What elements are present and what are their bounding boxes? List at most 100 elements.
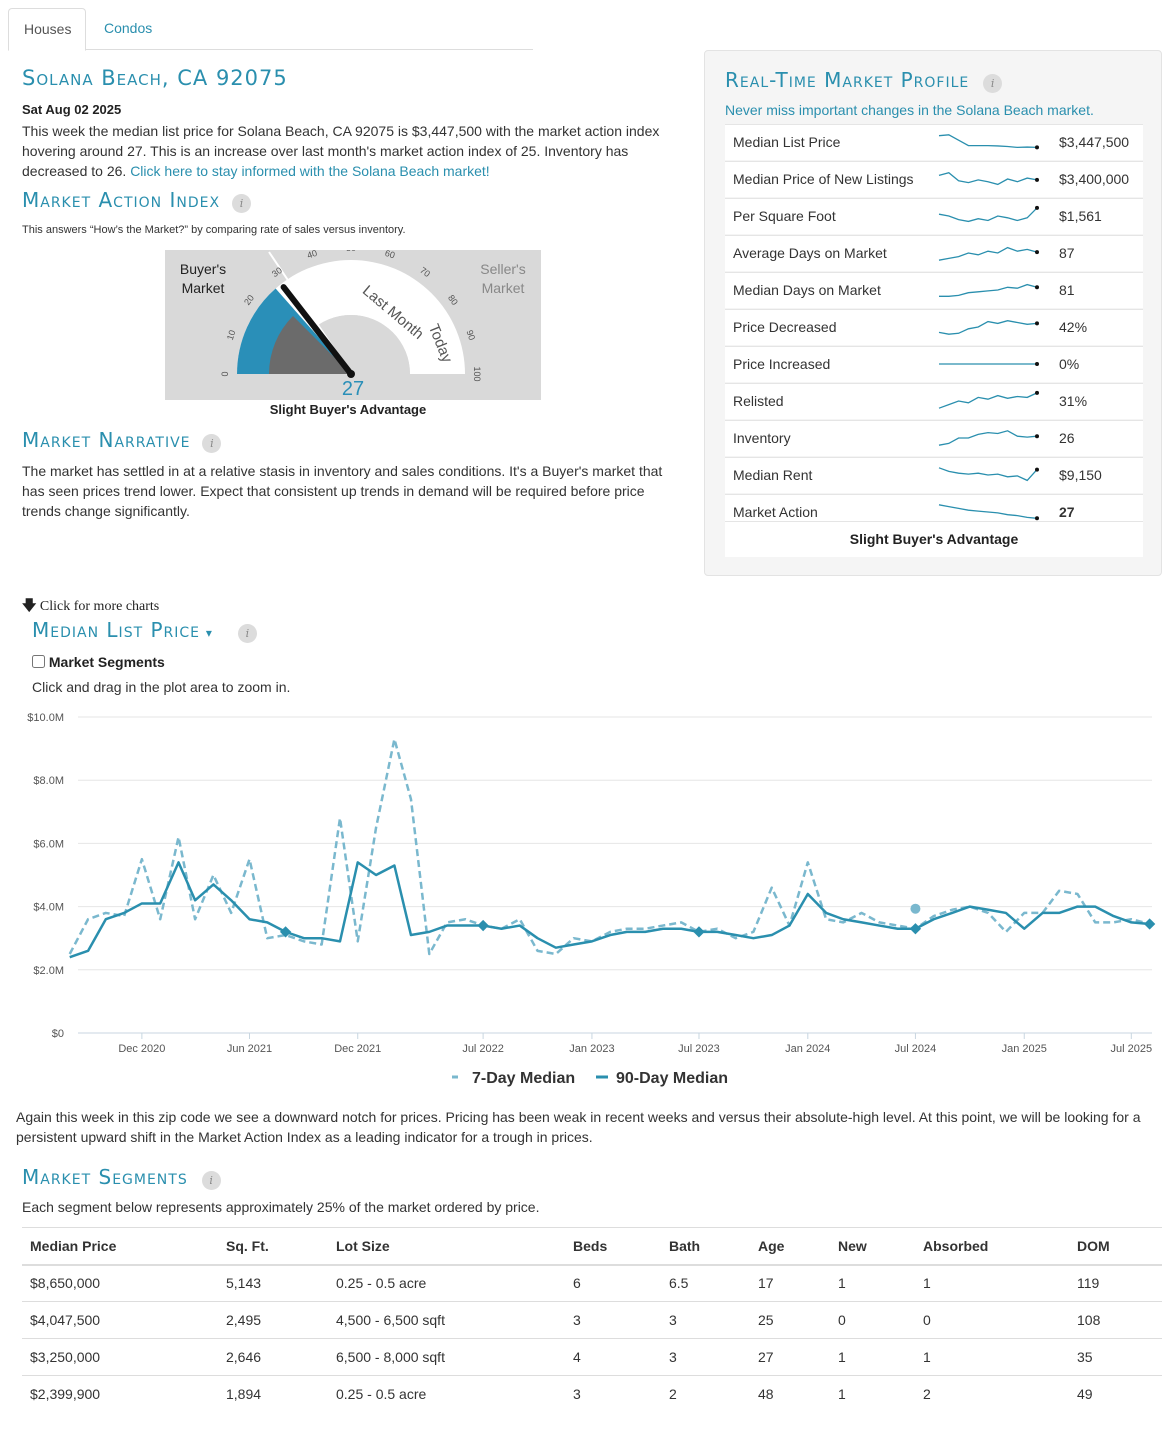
profile-subtitle[interactable]: Never miss important changes in the Sola… <box>725 102 1094 118</box>
table-cell: 2,495 <box>218 1301 328 1339</box>
table-cell: 1 <box>830 1264 915 1302</box>
profile-sparkline <box>938 320 1039 335</box>
table-cell: $8,650,000 <box>22 1264 218 1302</box>
table-cell: 0.25 - 0.5 acre <box>328 1375 565 1413</box>
gauge-tick-labels: 0 10 20 30 40 50 60 70 80 90 100 <box>220 243 482 382</box>
legend-label[interactable]: 90-Day Median <box>616 1070 728 1087</box>
arrow-down-icon: 🡇 <box>22 599 37 614</box>
profile-row[interactable]: Price Decreased 42% <box>725 309 1143 345</box>
profile-row[interactable]: Median Rent $9,150 <box>725 457 1143 493</box>
market-profile-panel: Real-Time Market Profile i Never miss im… <box>704 50 1162 576</box>
chart-info-icon[interactable]: i <box>237 623 257 643</box>
segments-column-header: Sq. Ft. <box>218 1227 328 1266</box>
profile-row[interactable]: Relisted 31% <box>725 383 1143 419</box>
sparkline-line <box>938 392 1038 409</box>
profile-row-label: Price Increased <box>733 356 831 372</box>
gauge-tick-label: 80 <box>446 293 460 307</box>
segments-heading: Market Segments i <box>22 1165 221 1190</box>
legend-label[interactable]: 7-Day Median <box>472 1070 575 1087</box>
market-segments-toggle[interactable]: Market Segments <box>32 654 165 670</box>
profile-row[interactable]: Median Price of New Listings $3,400,000 <box>725 161 1143 197</box>
sparkline-line <box>938 207 1038 223</box>
table-cell: 35 <box>1069 1338 1162 1376</box>
series-7-day-median <box>68 737 1150 956</box>
sparkline-line <box>938 246 1038 261</box>
narrative-info-icon[interactable]: i <box>202 433 222 453</box>
summary-paragraph: This week the median list price for Sola… <box>22 121 672 181</box>
profile-row-label: Per Square Foot <box>733 208 836 224</box>
chart-series <box>68 737 1156 959</box>
market-segments-checkbox[interactable] <box>32 655 45 668</box>
table-cell: 1 <box>915 1338 1069 1376</box>
segments-column-header: Age <box>750 1227 830 1266</box>
x-tick-label: Jan 2025 <box>1002 1043 1047 1055</box>
profile-row-value: 87 <box>1059 245 1075 261</box>
table-cell: $4,047,500 <box>22 1301 218 1339</box>
x-tick-label: Jul 2023 <box>678 1043 720 1055</box>
table-cell: 27 <box>750 1338 830 1376</box>
location-title: Solana Beach, CA 92075 <box>22 66 288 90</box>
narrative-heading: Market Narrative i <box>22 428 222 453</box>
median-list-price-chart[interactable]: $0 $2.0M $4.0M $6.0M $8.0M $10.0M Dec 2020 Jun… <box>0 700 1172 1095</box>
profile-row[interactable]: Inventory 26 <box>725 420 1143 456</box>
profile-row[interactable]: Per Square Foot $1,561 <box>725 198 1143 234</box>
sparkline-line <box>938 320 1038 335</box>
more-charts-toggle[interactable]: 🡇 Click for more charts <box>22 595 159 619</box>
x-tick-label: Dec 2020 <box>118 1043 165 1055</box>
more-charts-label: Click for more charts <box>39 599 160 614</box>
gauge-tick-label: 50 <box>346 250 356 253</box>
sparkline-end-dot <box>1035 434 1039 439</box>
y-tick-label: $10.0M <box>27 712 64 724</box>
mai-title: Market Action Index <box>22 188 221 212</box>
profile-row-value: $3,400,000 <box>1059 171 1130 187</box>
profile-sparkline <box>938 205 1039 223</box>
chart-title[interactable]: Median List Price <box>32 618 201 642</box>
segments-column-header: Lot Size <box>328 1227 565 1266</box>
profile-row-value: 31% <box>1059 393 1088 409</box>
profile-row-label: Average Days on Market <box>733 245 887 261</box>
caret-down-icon[interactable]: ▾ <box>205 626 212 640</box>
stay-informed-link[interactable]: Click here to stay informed with the Sol… <box>130 163 490 179</box>
gauge-tick-label: 30 <box>270 265 284 279</box>
table-row: $3,250,000 2,646 6,500 - 8,000 sqft 4 3 27 1 1 3… <box>22 1338 1162 1376</box>
table-cell: 25 <box>750 1301 830 1339</box>
profile-row-label: Inventory <box>733 430 791 446</box>
sparkline-line <box>938 134 1038 149</box>
table-cell: 5,143 <box>218 1264 328 1302</box>
table-cell: 0 <box>915 1301 1069 1339</box>
table-cell: $2,399,900 <box>22 1375 218 1413</box>
gauge-tick-label: 90 <box>465 329 478 342</box>
profile-row[interactable]: Average Days on Market 87 <box>725 235 1143 271</box>
table-row: $8,650,000 5,143 0.25 - 0.5 acre 6 6.5 17 1 1 11… <box>22 1264 1162 1302</box>
chart-legend[interactable]: 7-Day Median 90-Day Median <box>452 1070 728 1087</box>
y-tick-label: $6.0M <box>33 838 64 850</box>
sparkline-line <box>938 467 1038 482</box>
series-marker <box>477 919 489 932</box>
profile-row[interactable]: Median Days on Market 81 <box>725 272 1143 308</box>
buyers-market-label-2: Market <box>182 280 225 296</box>
tab-houses[interactable]: Houses <box>8 8 86 51</box>
mai-value: 27 <box>342 378 364 400</box>
segments-body: $8,650,000 5,143 0.25 - 0.5 acre 6 6.5 17 1 1 11… <box>22 1264 1162 1413</box>
profile-row[interactable]: Price Increased 0% <box>725 346 1143 382</box>
mai-info-icon[interactable]: i <box>231 193 251 213</box>
profile-row[interactable]: Median List Price $3,447,500 <box>725 124 1143 160</box>
table-cell: 48 <box>750 1375 830 1413</box>
table-cell: 4 <box>565 1338 661 1376</box>
sparkline-end-dot <box>1035 321 1039 326</box>
y-tick-label: $4.0M <box>33 902 64 914</box>
chart-gridlines <box>78 716 1152 1034</box>
table-cell: 1 <box>830 1338 915 1376</box>
segments-title: Market Segments <box>22 1165 188 1189</box>
series-90-day-median <box>69 861 1150 959</box>
profile-sparkline <box>938 467 1039 482</box>
x-tick-label: Jan 2024 <box>785 1043 830 1055</box>
table-cell: 0.25 - 0.5 acre <box>328 1264 565 1302</box>
tab-condos[interactable]: Condos <box>104 20 153 36</box>
series-marker <box>909 923 922 935</box>
sparkline-line <box>938 430 1038 446</box>
profile-row-value: 81 <box>1059 282 1075 298</box>
profile-info-icon[interactable]: i <box>983 73 1003 93</box>
segments-info-icon[interactable]: i <box>201 1170 221 1190</box>
table-cell: 3 <box>565 1301 661 1339</box>
